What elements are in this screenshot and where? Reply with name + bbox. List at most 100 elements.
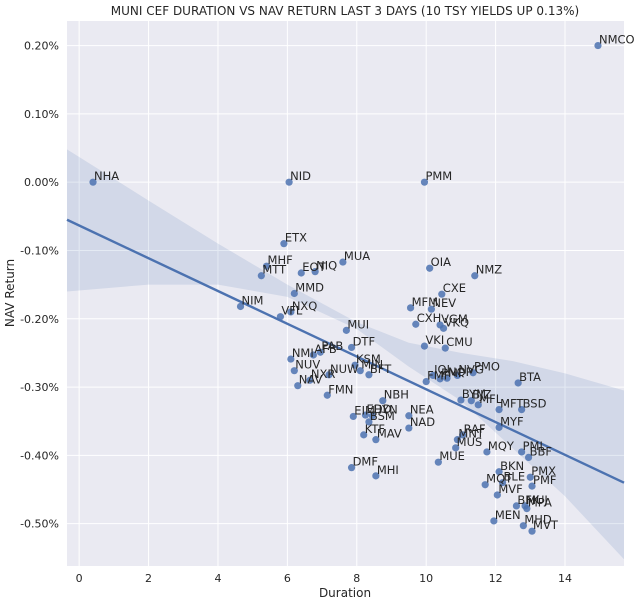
data-point: [429, 371, 437, 380]
data-point: [469, 369, 477, 377]
point-label: VGM: [441, 312, 468, 326]
point-label: MHI: [377, 463, 399, 477]
data-point: [287, 355, 295, 363]
data-point: [439, 324, 448, 332]
point-label: CXE: [443, 281, 466, 295]
point-label: MFT: [500, 397, 524, 411]
data-point: [426, 264, 434, 272]
data-point: [349, 412, 357, 421]
point-label: NMI: [292, 346, 314, 360]
data-point: [379, 397, 387, 405]
data-point: [438, 290, 446, 298]
y-axis-label: NAV Return: [3, 259, 17, 327]
point-label: MVT: [533, 518, 559, 532]
data-point: [594, 41, 602, 50]
data-point: [441, 344, 449, 352]
point-label: EDD: [366, 402, 391, 416]
data-point: [257, 272, 265, 280]
data-point: [323, 391, 331, 399]
data-point: [276, 313, 285, 321]
point-label: MNT: [458, 427, 485, 441]
point-label: NXR: [311, 367, 335, 381]
point-label: BTA: [519, 370, 541, 384]
point-label: NMZ: [476, 263, 503, 277]
data-point: [89, 178, 97, 186]
data-point: [495, 468, 503, 476]
data-point: [519, 522, 527, 530]
point-label: MYF: [500, 414, 524, 428]
data-point: [420, 178, 429, 186]
data-point: [420, 342, 429, 350]
point-label: IQI: [434, 362, 450, 376]
y-tick-label: -0.30%: [20, 381, 59, 394]
data-point: [512, 502, 521, 510]
y-tick-label: 0.10%: [24, 108, 59, 121]
point-label: MQY: [488, 439, 515, 453]
data-point: [280, 240, 288, 248]
point-label: MIN: [361, 358, 383, 372]
point-label: BBF: [530, 444, 552, 458]
data-point: [490, 517, 498, 525]
data-point: [365, 418, 373, 426]
point-label: NEV: [432, 296, 456, 310]
data-point: [351, 361, 359, 369]
point-label: BSD: [523, 397, 547, 411]
data-point: [526, 473, 534, 481]
point-label: RAF: [464, 422, 486, 436]
point-label: PMO: [474, 360, 500, 374]
data-point: [294, 382, 302, 390]
data-point: [498, 479, 507, 487]
y-tick-label: 0.20%: [24, 40, 59, 53]
data-point: [325, 371, 333, 379]
data-point: [493, 491, 501, 499]
y-tick-labels: 0.20% 0.10% 0.00% -0.10% -0.20% -0.30% -0.40% -…: [20, 40, 59, 531]
data-point: [372, 472, 380, 480]
data-point: [356, 367, 364, 375]
data-point: [483, 448, 491, 456]
data-point: [361, 411, 370, 419]
point-label: VFL: [281, 304, 302, 318]
point-label: NIQ: [316, 259, 337, 273]
point-label: BJZ: [472, 388, 491, 402]
point-label: MEN: [495, 508, 521, 522]
y-tick-label: 0.00%: [24, 176, 59, 189]
data-point: [290, 289, 298, 298]
point-label: OIA: [431, 255, 451, 269]
data-point: [360, 431, 368, 439]
point-label: PAB: [321, 339, 343, 353]
data-point: [523, 505, 531, 513]
point-label: VKQ: [445, 315, 469, 329]
data-point: [427, 305, 435, 313]
data-point: [306, 376, 314, 384]
data-point: [412, 320, 420, 328]
point-label: EOT: [302, 260, 326, 274]
x-tick-label: 0: [76, 572, 83, 585]
point-label: NIM: [242, 293, 264, 307]
point-label: MAV: [377, 427, 402, 441]
point-label: NAV: [299, 373, 323, 387]
data-point: [471, 272, 479, 280]
point-label: MVF: [498, 482, 522, 496]
point-label: NXQ: [292, 299, 318, 313]
point-label: BFT: [370, 362, 392, 376]
y-tick-label: -0.40%: [20, 449, 59, 462]
data-point: [372, 436, 380, 444]
point-label: MUE: [439, 449, 465, 463]
data-point: [347, 343, 356, 352]
data-point: [528, 527, 536, 535]
data-point: [368, 412, 376, 420]
data-point: [236, 302, 245, 311]
data-points: [89, 41, 602, 535]
data-point: [316, 348, 324, 356]
data-point: [514, 379, 522, 387]
point-label: BFK: [517, 493, 540, 507]
data-point: [311, 268, 319, 276]
point-label: PMM: [425, 169, 452, 183]
data-point: [285, 178, 293, 186]
x-tick-labels: 0 2 4 6 8 10 12 14: [76, 572, 572, 585]
regression-line: [66, 218, 625, 484]
data-point: [528, 482, 536, 490]
point-label: BYM: [462, 387, 486, 401]
data-point: [406, 304, 415, 312]
data-point: [342, 326, 350, 334]
